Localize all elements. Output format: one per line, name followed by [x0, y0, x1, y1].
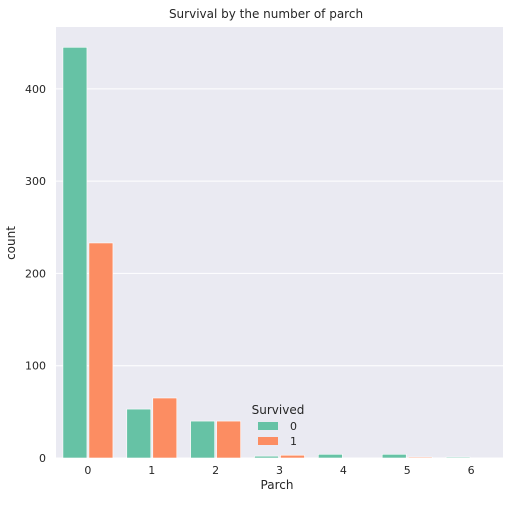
legend-label-0: 0 [290, 420, 297, 433]
bar-5-series-0 [382, 454, 406, 458]
bar-6-series-0 [446, 457, 470, 458]
bar-0-series-1 [89, 243, 113, 458]
x-tick-label: 1 [148, 464, 155, 477]
bar-3-series-0 [255, 456, 279, 458]
plot-area [56, 27, 503, 458]
bar-4-series-0 [318, 454, 342, 458]
x-axis-label: Parch [261, 478, 294, 492]
x-tick-label: 4 [340, 464, 347, 477]
y-tick-label: 0 [39, 452, 46, 465]
legend: Survived 0 1 [252, 403, 305, 448]
bar-2-series-0 [191, 421, 215, 458]
x-tick-label: 2 [212, 464, 219, 477]
y-axis-label: count [4, 226, 18, 260]
bar-1-series-0 [127, 409, 151, 458]
legend-swatch-1 [258, 437, 278, 445]
y-tick-label: 400 [25, 83, 46, 96]
bar-3-series-1 [281, 455, 305, 458]
y-axis-ticks: 0 100 200 300 400 [25, 83, 46, 465]
y-tick-label: 200 [25, 267, 46, 280]
bar-1-series-1 [153, 398, 177, 458]
chart-title: Survival by the number of parch [169, 7, 363, 21]
bar-0-series-0 [63, 47, 87, 458]
legend-label-1: 1 [290, 435, 297, 448]
legend-swatch-0 [258, 422, 278, 430]
x-axis-ticks: 0 1 2 3 4 5 6 [84, 464, 474, 477]
bar-2-series-1 [217, 421, 241, 458]
x-tick-label: 6 [468, 464, 475, 477]
legend-title: Survived [252, 403, 305, 417]
x-tick-label: 3 [276, 464, 283, 477]
bar-5-series-1 [408, 457, 432, 458]
x-tick-label: 5 [404, 464, 411, 477]
x-tick-label: 0 [84, 464, 91, 477]
y-tick-label: 300 [25, 175, 46, 188]
y-tick-label: 100 [25, 360, 46, 373]
